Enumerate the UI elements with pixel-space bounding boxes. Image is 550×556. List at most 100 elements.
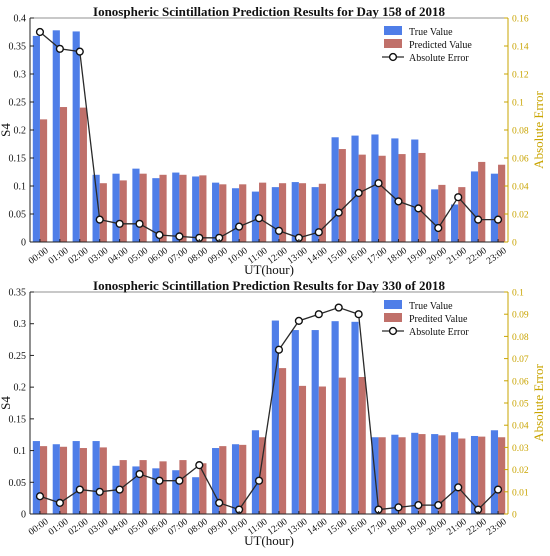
y-tick-label: 0.05 xyxy=(9,210,27,221)
bar-true-3 xyxy=(92,174,100,242)
chart-title: Ionospheric Scintillation Prediction Res… xyxy=(93,278,445,293)
legend-label-1: Predicted Value xyxy=(409,40,472,51)
x-tick-label: 09:00 xyxy=(206,517,230,538)
error-point-19 xyxy=(414,501,423,510)
x-tick-label: 20:00 xyxy=(425,246,449,267)
error-point-1 xyxy=(55,44,64,53)
error-point-23 xyxy=(493,215,503,224)
error-point-8 xyxy=(195,461,204,470)
bar-predicted-13 xyxy=(298,183,307,242)
x-tick-label: 23:00 xyxy=(485,246,509,267)
error-point-4 xyxy=(115,485,124,494)
bar-true-15 xyxy=(331,321,339,514)
bar-predicted-3 xyxy=(99,183,107,242)
x-tick-label: 07:00 xyxy=(166,517,190,538)
y-tick-label: 0.15 xyxy=(9,154,27,165)
error-point-11 xyxy=(254,476,264,485)
bar-predicted-0 xyxy=(39,446,48,514)
bar-predicted-11 xyxy=(259,437,267,514)
bar-predicted-1 xyxy=(59,446,68,514)
y-tick-label: 0.2 xyxy=(14,383,27,394)
bar-predicted-20 xyxy=(438,435,446,514)
y2-tick-label: 0.16 xyxy=(512,15,529,25)
y-tick-label: 0.25 xyxy=(9,351,27,362)
bar-predicted-3 xyxy=(99,447,107,514)
error-point-16 xyxy=(354,310,363,319)
error-point-3 xyxy=(95,215,104,224)
legend-swatch-0 xyxy=(384,300,402,309)
bar-predicted-12 xyxy=(278,183,287,242)
bar-predicted-16 xyxy=(358,376,366,514)
x-axis-label: UT(hour) xyxy=(244,533,294,548)
x-tick-label: 02:00 xyxy=(67,246,91,267)
bar-predicted-18 xyxy=(398,154,406,242)
x-tick-label: 17:00 xyxy=(366,517,390,538)
bar-predicted-22 xyxy=(478,161,486,242)
bar-true-1 xyxy=(52,30,60,242)
chart-1: Ionospheric Scintillation Prediction Res… xyxy=(0,4,546,277)
y-axis-label: S4 xyxy=(0,123,13,137)
y2-tick-label: 0.14 xyxy=(512,43,529,53)
y-tick-label: 0 xyxy=(21,238,26,249)
bar-predicted-7 xyxy=(179,174,187,242)
y2-tick-label: 0.07 xyxy=(512,355,529,365)
y-tick-label: 0.25 xyxy=(9,98,27,109)
x-tick-label: 01:00 xyxy=(47,517,71,538)
error-point-14 xyxy=(314,228,323,237)
bar-predicted-0 xyxy=(39,119,48,242)
bar-predicted-15 xyxy=(338,149,346,242)
x-tick-label: 17:00 xyxy=(366,246,390,267)
error-point-4 xyxy=(115,219,124,228)
error-point-6 xyxy=(155,230,164,240)
bar-predicted-6 xyxy=(159,461,167,514)
y-tick-label: 0.2 xyxy=(14,126,27,137)
error-point-12 xyxy=(274,226,284,235)
error-point-6 xyxy=(155,476,164,485)
bar-predicted-12 xyxy=(278,368,287,514)
bar-true-23 xyxy=(490,430,499,514)
error-point-15 xyxy=(334,208,343,217)
x-tick-label: 06:00 xyxy=(147,246,171,267)
y-tick-label: 0 xyxy=(21,510,26,521)
bar-true-13 xyxy=(291,182,299,242)
bar-true-6 xyxy=(152,178,160,242)
y-axis-label: S4 xyxy=(0,396,13,410)
y2-tick-label: 0.09 xyxy=(512,311,529,321)
y-tick-label: 0.05 xyxy=(9,478,27,489)
bar-true-4 xyxy=(112,173,120,242)
error-point-2 xyxy=(75,47,84,56)
bar-true-9 xyxy=(212,182,220,242)
bar-true-21 xyxy=(451,432,459,514)
y-tick-label: 0.15 xyxy=(9,414,27,425)
y2-tick-label: 0.05 xyxy=(512,400,529,410)
bar-true-18 xyxy=(391,138,399,242)
bar-predicted-23 xyxy=(498,164,506,242)
bar-predicted-19 xyxy=(418,434,426,514)
bar-predicted-10 xyxy=(239,444,247,514)
chart-2: Ionospheric Scintillation Prediction Res… xyxy=(0,278,546,548)
y-tick-label: 0.1 xyxy=(14,446,27,457)
bar-true-10 xyxy=(231,444,240,514)
bar-predicted-20 xyxy=(438,184,446,242)
bar-predicted-5 xyxy=(139,173,147,242)
bar-predicted-6 xyxy=(159,174,167,242)
error-point-1 xyxy=(55,498,64,508)
x-tick-label: 22:00 xyxy=(465,246,489,267)
bar-true-0 xyxy=(32,441,40,514)
error-point-5 xyxy=(135,469,144,479)
bar-predicted-16 xyxy=(358,154,366,242)
x-tick-label: 08:00 xyxy=(186,517,210,538)
x-tick-label: 15:00 xyxy=(326,517,350,538)
bar-true-0 xyxy=(32,35,40,242)
bar-predicted-2 xyxy=(79,448,87,514)
x-tick-label: 07:00 xyxy=(166,246,190,267)
bar-predicted-22 xyxy=(478,436,486,514)
bar-true-12 xyxy=(271,187,279,242)
y2-tick-label: 0.12 xyxy=(512,71,529,81)
y2-tick-label: 0.06 xyxy=(512,155,529,165)
bar-true-22 xyxy=(470,435,479,514)
bar-predicted-21 xyxy=(458,187,466,242)
bar-predicted-17 xyxy=(378,155,386,242)
y2-tick-label: 0.06 xyxy=(512,377,529,387)
